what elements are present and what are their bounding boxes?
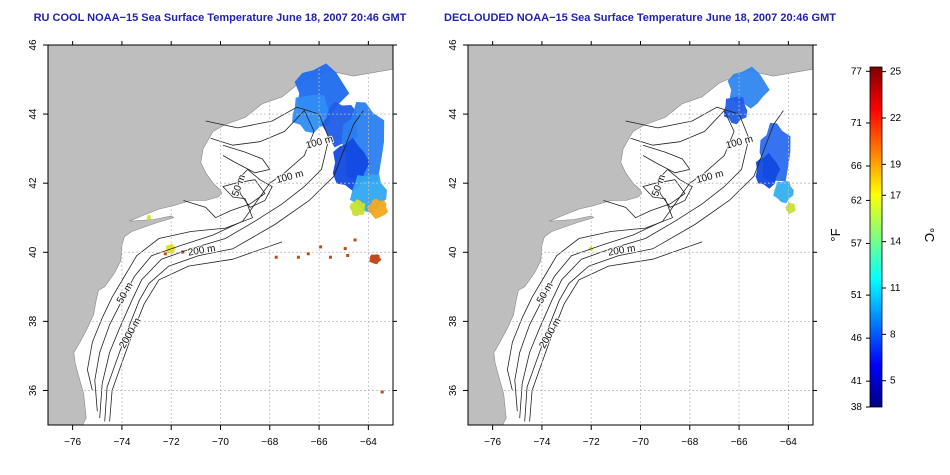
y-tick-label: 38 [28,315,39,327]
y-tick-label: 44 [448,108,459,120]
x-tick-label: −70 [212,437,229,448]
map-title: RU COOL NOAA−15 Sea Surface Temperature … [33,12,407,24]
f-tick-label: 71 [851,118,863,129]
x-tick-label: −70 [632,437,649,448]
y-tick-label: 40 [28,246,39,258]
sst-patch [723,96,748,125]
sst-pixel [353,238,357,242]
depth-contour [506,179,686,391]
depth-contour [237,168,273,208]
colorbar-gradient [869,66,883,408]
y-tick-label: 42 [28,177,39,189]
sst-pixel [328,255,332,259]
depth-contour [529,241,703,422]
c-tick-label: 17 [890,190,902,201]
sst-pixel [163,252,167,256]
celsius-unit-label: °C [922,228,937,243]
x-axis: −76 −74 −72 −70 −68 −66 −64 [484,41,797,448]
fahrenheit-unit-label: °F [828,228,843,241]
sst-patch [785,202,796,215]
y-tick-label: 42 [448,177,459,189]
f-tick-label: 41 [851,376,863,387]
x-tick-label: −76 [484,437,501,448]
c-tick-label: 22 [890,113,902,124]
land-mass [468,45,813,425]
y-axis: 46 44 42 40 38 36 [28,39,397,396]
sst-patch [292,94,332,133]
sst-pixel [346,254,350,257]
c-tick-label: 8 [890,329,896,340]
y-tick-label: 46 [28,39,39,51]
f-tick-label: 77 [851,66,863,77]
x-tick-label: −64 [360,437,377,448]
y-tick-label: 36 [448,384,459,396]
x-tick-label: −72 [583,437,600,448]
graticule [48,45,393,425]
sst-pixel [343,247,347,251]
f-tick-label: 62 [851,195,863,206]
f-tick-label: 46 [851,333,863,344]
x-tick-label: −76 [64,437,81,448]
colorbar-svg: 77 71 66 62 57 51 46 41 38 25 22 19 17 14 11 8 5 °F °C [828,66,937,413]
bathymetry-contours [506,106,784,422]
map-title: DECLOUDED NOAA−15 Sea Surface Temperatur… [444,12,836,24]
depth-contour [94,109,315,412]
sst-data-layer [146,63,389,394]
c-tick-label: 19 [890,159,902,170]
sst-patch [349,199,366,217]
c-tick-label: 11 [890,283,901,294]
depth-contour [86,179,266,391]
f-tick-label: 38 [851,402,863,413]
x-axis: −76 −74 −72 −70 −68 −66 −64 [64,41,377,448]
depth-contour [99,106,330,419]
y-tick-label: 36 [28,384,39,396]
y-tick-label: 38 [448,315,459,327]
sst-pixel [306,252,310,256]
f-tick-label: 57 [851,238,863,249]
f-tick-label: 66 [851,161,863,172]
x-tick-label: −66 [311,437,328,448]
sst-pixel [296,255,300,259]
f-tick-label: 51 [851,290,863,301]
sst-pixel [274,255,278,259]
c-tick-label: 25 [890,67,902,78]
x-tick-label: −72 [163,437,180,448]
x-tick-label: −68 [261,437,278,448]
depth-contour [104,110,364,422]
sst-patch [146,214,151,221]
c-tick-label: 5 [890,376,896,387]
bathymetry-contours [86,106,364,422]
y-axis: 46 44 42 40 38 36 [448,39,817,396]
sst-map-panel-declouded: DECLOUDED NOAA−15 Sea Surface Temperatur… [420,0,850,475]
x-tick-label: −68 [681,437,698,448]
land-mass [48,45,393,425]
graticule [468,45,813,425]
y-tick-label: 44 [28,108,39,120]
c-tick-label: 14 [890,237,902,248]
sst-pixel [319,245,323,249]
x-tick-label: −66 [731,437,748,448]
sst-patch [366,198,389,220]
depth-contour [657,168,693,208]
y-tick-label: 46 [448,39,459,51]
x-tick-label: −64 [780,437,797,448]
depth-contour [514,109,735,412]
x-tick-label: −74 [533,437,550,448]
depth-contour [519,106,750,419]
sst-map-panel-raw: RU COOL NOAA−15 Sea Surface Temperature … [0,0,430,475]
sst-patch [369,254,382,265]
sst-patch [755,152,781,189]
depth-contour [524,110,784,422]
x-tick-label: −74 [113,437,130,448]
depth-contour [109,241,283,422]
temperature-colorbar: 77 71 66 62 57 51 46 41 38 25 22 19 17 14 11 8 5 °F °C [820,55,950,425]
sst-pixel [380,390,384,394]
y-tick-label: 40 [448,246,459,258]
